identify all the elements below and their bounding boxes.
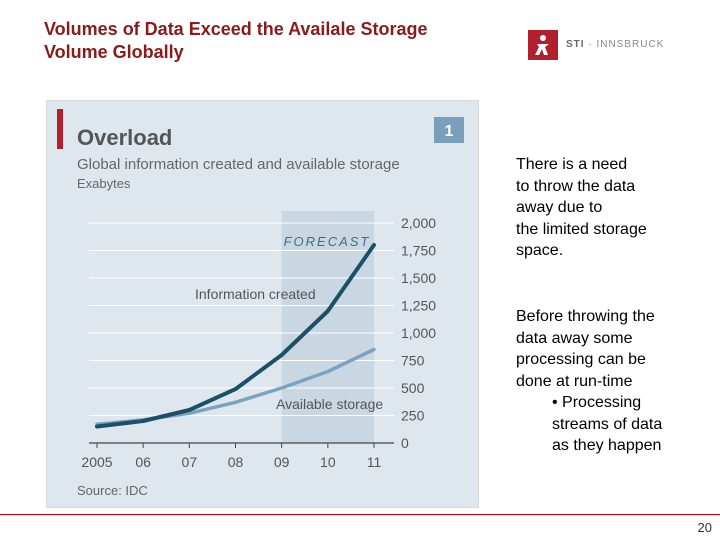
chart-frame: 1 Overload Global information created an… (46, 100, 479, 508)
y-tick-label: 1,750 (401, 243, 436, 259)
logo-text-sub: · INNSBRUCK (588, 39, 665, 50)
chart-ylabel: Exabytes (77, 176, 131, 191)
y-tick-label: 750 (401, 353, 425, 369)
x-axis: 2005 06 07 08 09 10 11 (81, 443, 381, 470)
para2-line: processing can be (516, 351, 646, 368)
y-tick-label: 0 (401, 435, 409, 451)
forecast-region (281, 211, 374, 443)
forecast-shade (281, 211, 374, 443)
para2-line: done at run-time (516, 372, 633, 390)
forecast-label: FORECAST (284, 234, 371, 249)
para1-line: space. (516, 242, 564, 259)
footer-divider (0, 514, 720, 515)
chart-title: Overload (77, 125, 172, 150)
slide-title-line1: Volumes of Data Exceed the Availale Stor… (44, 19, 428, 39)
chart-accent-bar (57, 109, 63, 149)
chart-source: Source: IDC (77, 483, 148, 498)
slide-title-line2: Volume Globally (44, 42, 184, 62)
bullet-processing-streams: • Processing streams of data as they hap… (552, 392, 712, 457)
x-tick-label: 09 (274, 454, 290, 470)
para1-line: away due to (516, 199, 603, 216)
y-tick-label: 1,500 (401, 270, 436, 286)
page-number: 20 (697, 520, 712, 535)
logo-text-main: STI (566, 39, 585, 50)
logo-text: STI · INNSBRUCK (566, 39, 664, 50)
x-tick-label: 08 (228, 454, 244, 470)
bullet-line: as they happen (552, 437, 662, 454)
para1-line: the limited storage (516, 220, 647, 238)
y-tick-label: 500 (401, 380, 425, 396)
chart-badge (434, 117, 464, 143)
x-tick-label: 07 (182, 454, 198, 470)
series (95, 243, 376, 429)
bullet-line: • Processing (552, 394, 642, 411)
y-tick-label: 1,250 (401, 298, 436, 314)
para2-line: Before throwing the (516, 308, 655, 325)
paragraph-processing-run-time: Before throwing the data away some proce… (516, 306, 706, 392)
sti-logo-icon (528, 30, 558, 60)
sti-innsbruck-logo: STI · INNSBRUCK (528, 30, 688, 60)
x-tick-label: 06 (135, 454, 151, 470)
chart-subtitle: Global information created and available… (77, 156, 400, 173)
slide-title: Volumes of Data Exceed the Availale Stor… (44, 18, 504, 64)
series-label-available-storage: Available storage (276, 396, 383, 412)
series-label-information-created: Information created (195, 286, 316, 302)
para1-line: to throw the data (516, 177, 636, 195)
grid (89, 222, 394, 444)
y-tick-label: 250 (401, 408, 425, 424)
x-tick-label: 10 (320, 454, 336, 470)
y-tick-label: 2,000 (401, 215, 436, 231)
chart-badge-label: 1 (445, 123, 454, 140)
series-line-information-created (95, 243, 376, 429)
y-tick-label: 1,000 (401, 325, 436, 341)
y-axis: 0 250 500 750 1,000 1,250 1,500 1,750 2,000 (401, 215, 436, 451)
para1-line: There is a need (516, 156, 628, 173)
x-tick-label: 2005 (81, 454, 112, 470)
overload-chart: 1 Overload Global information created an… (47, 101, 478, 507)
chart-background (47, 101, 478, 507)
bullet-line: streams of data (552, 415, 663, 433)
paragraph-need-to-throw-data: There is a need to throw the data away d… (516, 154, 706, 262)
para2-line: data away some (516, 329, 633, 347)
x-tick-label: 11 (367, 454, 382, 470)
